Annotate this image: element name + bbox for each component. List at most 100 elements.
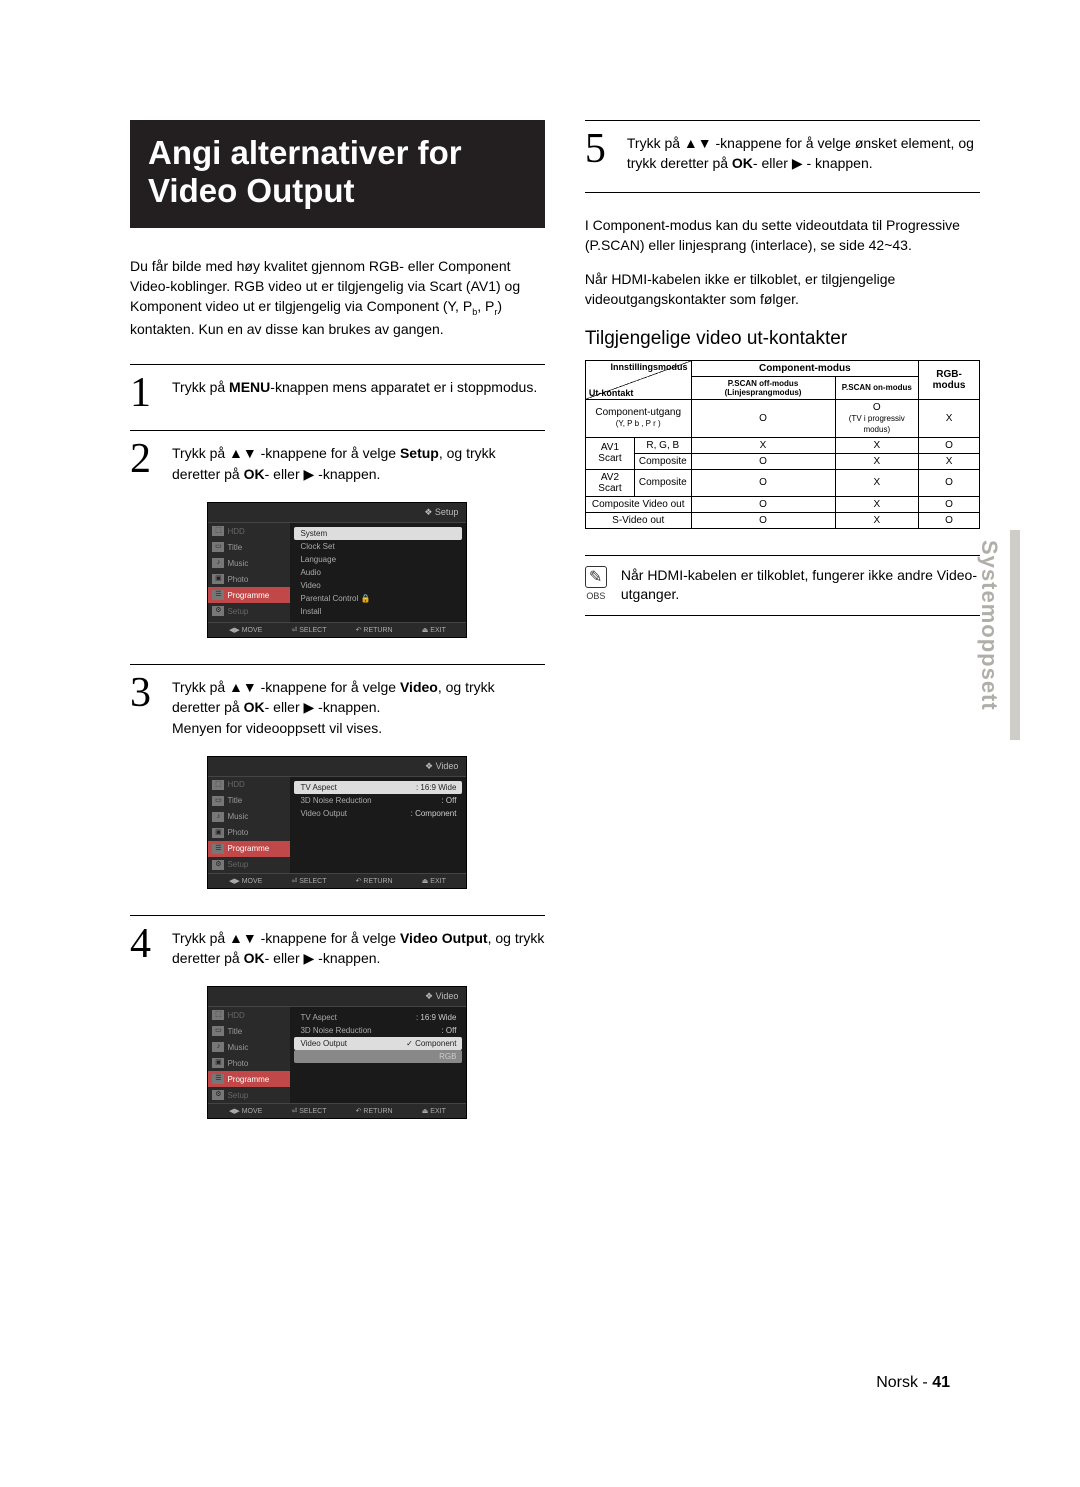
table-cell: O [691,453,835,469]
menu-side-label: Title [227,1027,242,1036]
table-header-component: Component-modus [691,360,919,376]
step-4-e: - eller ▶ -knappen. [265,950,381,966]
step-1-b: MENU [229,379,270,395]
menu-main: TV Aspect: 16:9 Wide 3D Noise Reduction:… [290,777,466,873]
menu-side-music: ♪Music [208,1039,290,1055]
table-cell: Composite [635,453,691,469]
step-3-e: - eller ▶ -knappen. [265,699,381,715]
menu-side-programme: ☰Programme [208,841,290,857]
setup-icon: ⚙ [212,1090,224,1100]
cell-label: Component-utgang [595,407,681,418]
obs-label: OBS [585,591,607,601]
step-4-number: 4 [130,926,160,969]
menu-sidebar: ⬚HDD ▭Title ♪Music ▣Photo ☰Programme ⚙Se… [208,777,290,873]
step-2-b: Setup [400,445,439,461]
step-2-e: - eller ▶ -knappen. [265,466,381,482]
page-title-block: Angi alternativer for Video Output [130,120,545,228]
menu-row-label: Video Output [300,809,347,818]
step-3: 3 Trykk på ▲▼ -knappene for å velge Vide… [130,675,545,738]
menu-side-programme: ☰Programme [208,1071,290,1087]
menu-side-title: ▭Title [208,539,290,555]
note-icon [585,566,607,588]
output-table: Innstillingsmodus Ut-kontakt Component-m… [585,360,980,529]
menu-row-label: 3D Noise Reduction [300,796,371,805]
menu-footer-return: ↶ RETURN [356,626,393,634]
step-4-a: Trykk på ▲▼ -knappene for å velge [172,930,400,946]
menu-row-label: System [300,529,327,538]
menu-footer-select: ⏎ SELECT [291,626,326,634]
table-cell: X [919,399,980,437]
menu-footer-select: ⏎ SELECT [291,877,326,885]
step-1-text: Trykk på MENU-knappen mens apparatet er … [172,375,537,413]
menu-row: Video [294,579,462,592]
intro-paragraph: Du får bilde med høy kvalitet gjennom RG… [130,256,545,340]
table-cell: O (TV i progressiv modus) [835,399,919,437]
step-3-number: 3 [130,675,160,738]
menu-row-value: : Off [441,1026,456,1035]
table-header-pscan-on: P.SCAN on-modus [835,376,919,399]
step-1-c: -knappen mens apparatet er i stoppmodus. [270,379,537,395]
menu-side-hdd: ⬚HDD [208,523,290,539]
table-cell: Composite [635,469,691,496]
diag-bot-label: Ut-kontakt [589,388,634,398]
cell-val: O [873,402,881,413]
menu-side-title: ▭Title [208,793,290,809]
step-2: 2 Trykk på ▲▼ -knappene for å velge Setu… [130,441,545,484]
menu-side-hdd: ⬚HDD [208,777,290,793]
table-header-rgb: RGB-modus [919,360,980,399]
menu-row-label: Parental Control 🔒 [300,594,370,603]
programme-icon: ☰ [212,1074,224,1084]
table-cell: Component-utgang (Y, P b , P r ) [585,399,691,437]
menu-row: TV Aspect: 16:9 Wide [294,1011,462,1024]
menu-side-label: Photo [227,828,248,837]
menu-side-label: Music [227,1043,248,1052]
menu-side-label: Music [227,559,248,568]
page-title: Angi alternativer for Video Output [148,134,527,210]
table-cell: X [691,437,835,453]
menu-footer: ◀▶ MOVE ⏎ SELECT ↶ RETURN ⏏ EXIT [208,873,466,888]
menu-side-label: Title [227,796,242,805]
menu-row: Clock Set [294,540,462,553]
menu-row-value: RGB [439,1052,456,1061]
table-row: S-Video out O X O [585,512,979,528]
menu-row-label: TV Aspect [300,1013,336,1022]
divider [130,364,545,365]
table-cell: O [919,512,980,528]
step-3-a: Trykk på ▲▼ -knappene for å velge [172,679,400,695]
menu-footer-move: ◀▶ MOVE [229,877,262,885]
table-cell: O [691,496,835,512]
step-5-number: 5 [585,131,615,174]
step-1-a: Trykk på [172,379,229,395]
step-3-d: OK [244,699,265,715]
available-outputs-heading: Tilgjengelige video ut-kontakter [585,328,980,350]
menu-footer-exit: ⏏ EXIT [422,626,446,634]
menu-side-label: HDD [227,527,244,536]
setup-icon: ⚙ [212,860,224,870]
menu-sidebar: ⬚HDD ▭Title ♪Music ▣Photo ☰Programme ⚙Se… [208,523,290,622]
cell-sub: (Y, P b , P r ) [616,419,661,428]
menu-row: Parental Control 🔒 [294,592,462,605]
obs-icon-column: OBS [585,566,607,601]
menu-row-label: Language [300,555,336,564]
right-paragraph-1: I Component-modus kan du sette videoutda… [585,215,980,256]
hdd-icon: ⬚ [212,780,224,790]
menu-row-label: 3D Noise Reduction [300,1026,371,1035]
title-icon: ▭ [212,542,224,552]
menu-row-value: : Off [441,796,456,805]
menu-side-label: Music [227,812,248,821]
menu-row: 3D Noise Reduction : Off [294,1024,462,1037]
step-4-d: OK [244,950,265,966]
intro-text-2: , P [477,298,494,314]
menu-row-value: Component [406,1039,456,1048]
table-cell: AV2 Scart [585,469,634,496]
menu-row-label: Audio [300,568,320,577]
photo-icon: ▣ [212,1058,224,1068]
diag-top-label: Innstillingsmodus [611,362,688,372]
menu-side-photo: ▣Photo [208,1055,290,1071]
table-cell: O [691,399,835,437]
table-cell: O [919,469,980,496]
table-cell: X [835,437,919,453]
menu-main: TV Aspect: 16:9 Wide 3D Noise Reduction:… [290,1007,466,1103]
menu-side-setup: ⚙Setup [208,1087,290,1103]
menu-header: ❖ Setup [208,503,466,523]
